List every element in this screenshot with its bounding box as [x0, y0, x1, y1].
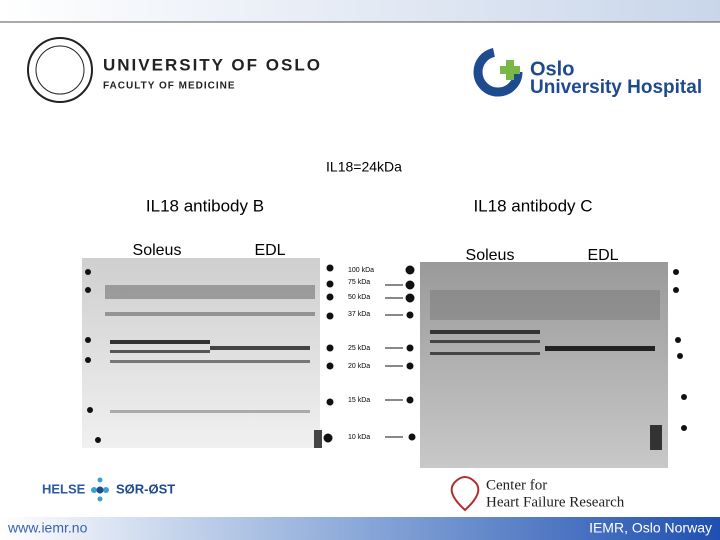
region-logo: SØR-ØST: [116, 481, 175, 496]
helse-logo: HELSE: [42, 481, 86, 496]
ladder-label: 100 kDa: [348, 267, 374, 274]
blot-b: [82, 258, 322, 448]
ladder-label: 50 kDa: [348, 294, 370, 301]
heart-icon: [450, 476, 480, 512]
helse-dots: [91, 477, 109, 502]
center-name: Center for: [486, 477, 547, 493]
faculty-name: FACULTY OF MEDICINE: [103, 81, 236, 92]
blot-c: [420, 262, 687, 468]
seal: [27, 37, 93, 103]
lane-label: EDL: [587, 247, 618, 264]
footer-left: www.iemr.no: [7, 520, 88, 536]
footer-right: IEMR, Oslo Norway: [589, 520, 712, 536]
ladder: 100 kDa 75 kDa 50 kDa 37 kDa 25 kDa 20 k…: [323, 264, 416, 443]
hospital-name: Oslo: [530, 58, 574, 80]
panel-title: IL18 antibody C: [473, 196, 592, 215]
ladder-label: 75 kDa: [348, 279, 370, 286]
top-band: [0, 0, 720, 22]
panel-title: IL18 antibody B: [146, 196, 264, 215]
lane-label: Soleus: [133, 242, 182, 259]
hospital-cross: [506, 60, 514, 80]
ladder-label: 15 kDa: [348, 397, 370, 404]
ladder-label: 20 kDa: [348, 363, 370, 370]
lane-label: EDL: [254, 242, 285, 259]
ladder-label: 10 kDa: [348, 434, 370, 441]
lane-label: Soleus: [466, 247, 515, 264]
center-name: Heart Failure Research: [486, 494, 625, 510]
footer-bar: [0, 517, 720, 540]
university-name: UNIVERSITY OF OSLO: [103, 55, 322, 74]
ladder-label: 25 kDa: [348, 345, 370, 352]
slide-title: IL18=24kDa: [326, 159, 402, 175]
seal-inner: [35, 45, 85, 95]
hospital-name: University Hospital: [530, 77, 702, 98]
ladder-label: 37 kDa: [348, 311, 370, 318]
